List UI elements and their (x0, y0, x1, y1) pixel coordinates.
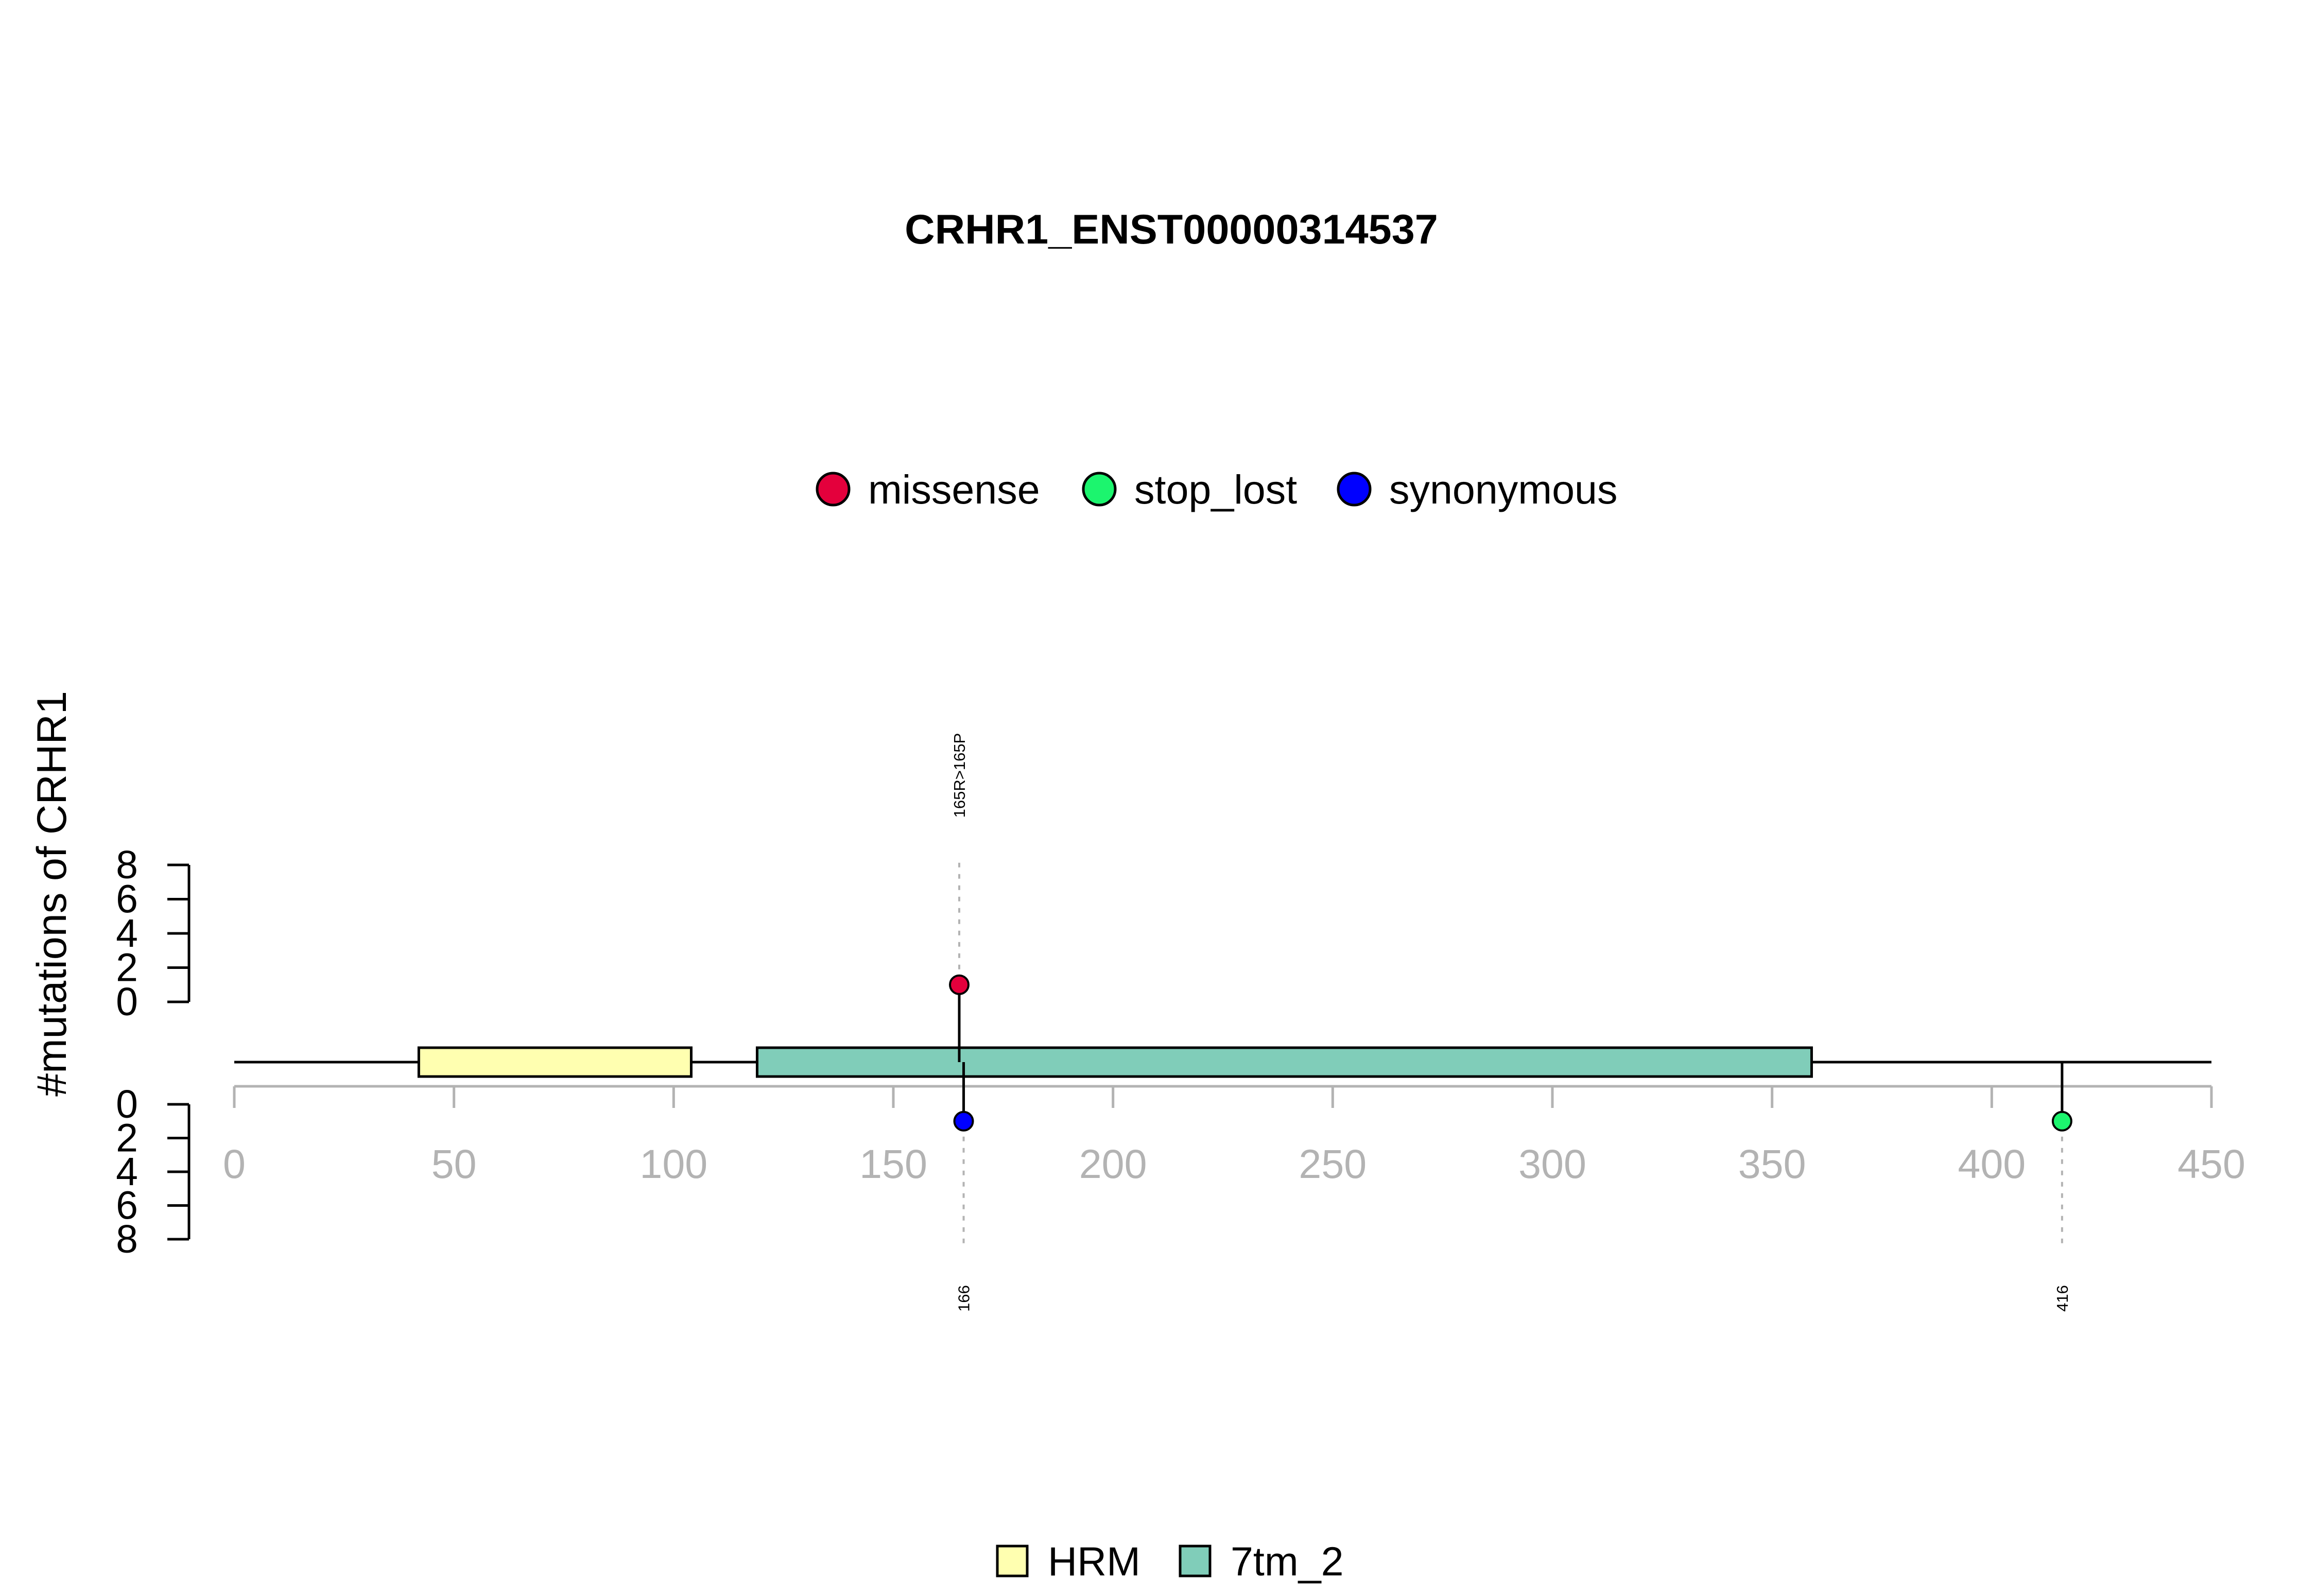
y-tick-label-top-2: 2 (116, 946, 138, 990)
y-tick-label-bottom-6: 6 (116, 1184, 138, 1228)
x-tick-label-100: 100 (639, 1141, 707, 1187)
mutation-label-416: 416 (2053, 1285, 2071, 1312)
y-tick-label-bottom-4: 4 (116, 1150, 138, 1194)
mutation-point-165 (949, 974, 970, 995)
y-tick-label-bottom-0: 0 (116, 1082, 138, 1126)
y-tick-label-bottom-2: 2 (116, 1116, 138, 1160)
mutation-point-416 (2051, 1111, 2072, 1132)
mutation-lollipops: 165R>165P 166 416 (949, 733, 2072, 1312)
chart-title: CRHR1_ENST00000314537 (905, 206, 1438, 253)
legend-label-7tm_2: 7tm_2 (1231, 1538, 1344, 1584)
x-tick-label-0: 0 (223, 1141, 246, 1187)
legend-label-stop_lost: stop_lost (1134, 466, 1297, 512)
y-tick-label-top-0: 0 (116, 980, 138, 1024)
legend-label-HRM: HRM (1048, 1538, 1140, 1584)
x-tick-label-250: 250 (1299, 1141, 1367, 1187)
legend-label-synonymous: synonymous (1389, 466, 1618, 512)
mutation-label-165: 165R>165P (950, 733, 969, 818)
domain-boxes (417, 1046, 1813, 1078)
legend-swatch-HRM (996, 1545, 1029, 1577)
y-tick-label-top-6: 6 (116, 877, 138, 922)
legend-swatch-stop_lost (1082, 472, 1117, 507)
legend-swatch-missense (816, 472, 851, 507)
x-axis: 0 50 100 150 200 250 300 350 400 450 (223, 1085, 2245, 1187)
mutation-label-166: 166 (955, 1285, 973, 1312)
x-tick-label-350: 350 (1738, 1141, 1806, 1187)
legend-swatch-synonymous (1337, 472, 1372, 507)
domain-7tm_2 (755, 1046, 1813, 1078)
x-tick-label-400: 400 (1958, 1141, 2026, 1187)
legend-label-missense: missense (868, 466, 1040, 512)
domain-legend: HRM 7tm_2 (996, 1538, 1344, 1584)
y-tick-label-top-4: 4 (116, 911, 138, 956)
x-tick-label-150: 150 (859, 1141, 927, 1187)
domain-HRM (417, 1046, 693, 1078)
x-tick-label-200: 200 (1079, 1141, 1147, 1187)
y-tick-label-bottom-8: 8 (116, 1217, 138, 1261)
mutation-point-166 (953, 1111, 974, 1132)
x-tick-label-300: 300 (1518, 1141, 1586, 1187)
x-tick-label-50: 50 (431, 1141, 477, 1187)
mutation-type-legend: missense stop_lost synonymous (816, 466, 1618, 512)
x-tick-label-450: 450 (2177, 1141, 2245, 1187)
y-tick-label-top-8: 8 (116, 843, 138, 887)
y-axis-label: #mutations of CRHR1 (29, 691, 75, 1097)
legend-swatch-7tm_2 (1179, 1545, 1212, 1577)
